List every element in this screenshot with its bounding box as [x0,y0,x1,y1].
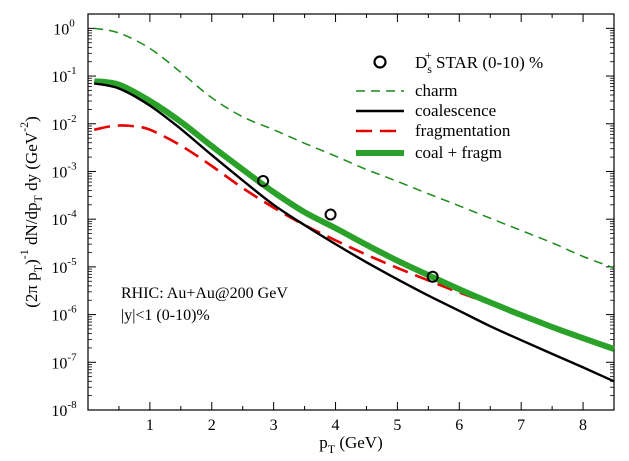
y-tick-exponent: -2 [67,113,76,125]
y-tick-exponent: -3 [67,160,77,172]
data-point [426,270,439,283]
annotation-line: RHIC: Au+Au@200 GeV [121,285,288,302]
y-tick-base: 10 [51,212,67,229]
y-title-part: ) [22,116,41,122]
legend: Ds+ STAR (0-10) % charmcoalescencefragmen… [356,48,543,162]
x-tick-label: 1 [146,417,154,434]
data-point [257,175,270,188]
y-tick-exponent: -6 [67,304,77,316]
y-tick-label: 10-4 [51,208,77,229]
plot-frame [87,13,615,411]
legend-label-main: D [415,53,427,72]
y-tick-base: 10 [51,117,67,134]
x-tick-label: 4 [332,417,340,434]
y-title-sup: -2 [17,122,31,132]
legend-label-tail: STAR (0-10) % [432,53,544,72]
y-tick-base: 10 [53,21,69,38]
y-tick-exponent: -5 [67,256,77,268]
series-line-charm [94,27,615,269]
y-tick-exponent: -4 [67,208,77,220]
x-tick-label: 6 [455,417,463,434]
series-layer [93,27,615,383]
x-tick-label: 7 [517,417,525,434]
series-line-coalescence [93,82,615,383]
x-tick-label: 2 [208,417,216,434]
y-tick-label: 10-5 [51,256,77,277]
y-tick-exponent: 0 [69,17,75,29]
axis-labels: pT (GeV)(2π pT)-1 dN/dpT dy (GeV-2) [17,116,383,456]
legend-label-sup: + [425,48,432,62]
legend-label: charm [415,81,457,100]
annotation-box: RHIC: Au+Au@200 GeV |y|<1 (0-10)% [121,285,288,324]
y-tick-exponent: -1 [67,65,76,77]
y-tick-exponent: -7 [67,351,77,363]
y-tick-base: 10 [51,355,67,372]
y-tick-base: 10 [51,69,67,86]
legend-label-data: Ds+ STAR (0-10) % [415,48,543,76]
x-axis-title: pT (GeV) [319,433,383,456]
y-tick-base: 10 [51,403,67,420]
legend-label-sub: s [427,62,432,76]
y-tick-label: 10-1 [51,65,76,86]
y-tick-label: 10-2 [51,113,76,134]
y-title-part: dy (GeV [22,131,41,195]
annotation-line: |y|<1 (0-10)% [121,307,210,324]
series-line-fragmentation [93,124,615,350]
y-title-part: dN/dp [22,203,41,250]
series-line-coal-fragm [93,78,615,352]
y-title-sup: -1 [17,249,31,259]
y-tick-exponent: -8 [67,399,77,411]
y-title-sub: T [31,195,45,203]
y-title-sub: T [31,264,45,272]
y-tick-label: 10-7 [51,351,77,372]
legend-label: coal + fragm [415,143,502,162]
y-tick-base: 10 [51,164,67,181]
y-title-part: (2π p [22,272,41,308]
y-tick-label: 10-6 [51,304,77,325]
y-tick-base: 10 [51,260,67,277]
y-tick-base: 10 [51,308,67,325]
y-title-part: ) [22,259,41,265]
y-tick-label: 10-3 [51,160,77,181]
legend-marker-data [373,55,387,69]
x-tick-label: 8 [579,417,587,434]
x-tick-label: 3 [270,417,278,434]
legend-label: fragmentation [415,121,511,140]
x-axis-title-tail: (GeV) [335,433,383,452]
axes-layer: 1 2 3 4 5 6 7 810-810-710-610-510-410-310-210-1… [51,13,615,434]
data-point [324,208,337,221]
x-axis-title-sub: T [328,442,336,456]
data-points-layer [257,175,439,283]
y-tick-label: 100 [53,17,75,38]
y-axis-title: (2π pT)-1 dN/dpT dy (GeV-2) [17,116,45,308]
x-tick-label: 5 [393,417,401,434]
x-axis-title-main: p [319,433,328,452]
y-tick-label: 10-8 [51,399,77,420]
legend-label: coalescence [415,101,496,120]
